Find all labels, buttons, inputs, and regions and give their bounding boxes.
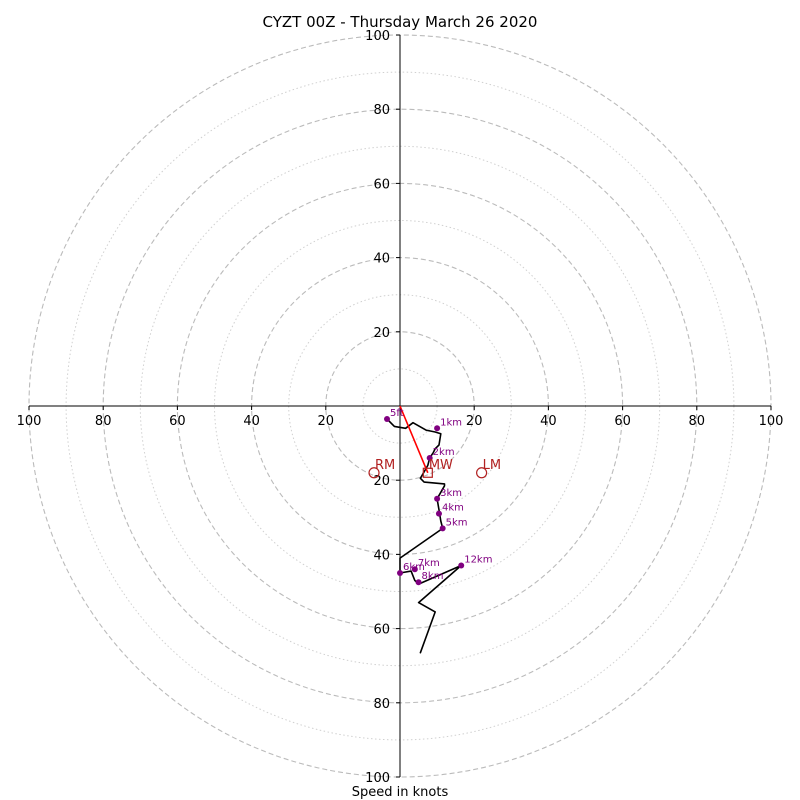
height-marker-dot	[435, 510, 442, 517]
height-markers: 5ft1km2km3km4km5km6km7km8km12km	[384, 408, 492, 586]
shear-vector	[399, 405, 429, 474]
height-marker-label: 5km	[446, 517, 468, 528]
height-marker-1km: 1km	[434, 417, 462, 432]
storm-motion-label: MW	[429, 458, 453, 473]
height-marker-label: 12km	[464, 555, 492, 566]
height-marker-dot	[434, 495, 441, 502]
height-marker-5ft: 5ft	[384, 408, 404, 422]
height-marker-dot	[434, 425, 441, 432]
height-marker-12km: 12km	[458, 555, 492, 569]
chart-title: CYZT 00Z - Thursday March 26 2020	[263, 13, 538, 31]
height-marker-7km: 7km	[411, 558, 440, 573]
hodograph-trace	[386, 418, 463, 654]
storm-motion-label: LM	[483, 458, 501, 473]
height-marker-dot	[415, 579, 422, 586]
height-marker-5km: 5km	[439, 517, 468, 532]
height-marker-2km: 2km	[426, 447, 455, 461]
y-tick-label: 100	[365, 29, 390, 44]
x-tick-label: 40	[243, 414, 260, 429]
storm-motion-label: RM	[375, 458, 395, 473]
x-tick-label: 80	[689, 414, 706, 429]
x-tick-label: 20	[466, 414, 483, 429]
x-tick-label: 100	[17, 414, 42, 429]
storm-motion-mw: MW	[422, 458, 453, 478]
storm-motion-marker	[476, 467, 488, 479]
y-tick-label: 60	[373, 177, 390, 192]
height-marker-3km: 3km	[434, 488, 462, 502]
storm-motion-marker	[422, 467, 433, 478]
y-tick-label: 80	[373, 697, 390, 712]
height-marker-label: 5ft	[390, 408, 404, 419]
x-tick-label: 60	[614, 414, 631, 429]
height-marker-label: 2km	[433, 447, 455, 458]
height-marker-label: 4km	[442, 503, 464, 514]
x-tick-label: 20	[318, 414, 335, 429]
height-marker-dot	[458, 562, 465, 569]
height-marker-dot	[426, 454, 433, 461]
x-tick-label: 80	[95, 414, 112, 429]
height-marker-8km: 8km	[415, 571, 444, 586]
y-tick-label: 20	[373, 326, 390, 341]
storm-motion-marker	[368, 467, 380, 479]
y-tick-label: 60	[373, 623, 390, 638]
x-tick-label: 60	[169, 414, 186, 429]
height-marker-label: 7km	[418, 558, 440, 569]
height-marker-4km: 4km	[435, 503, 464, 517]
x-axis-label: Speed in knots	[352, 785, 449, 800]
height-marker-label: 3km	[440, 488, 462, 499]
height-marker-dot	[397, 569, 403, 576]
y-tick-label: 40	[373, 548, 390, 563]
axis-ticks: 100 80 60 40 20 20 40 60 80 100 100 80 60 40 20 20 40 60 8…	[17, 29, 784, 786]
y-tick-label: 80	[373, 103, 390, 118]
height-marker-label: 8km	[422, 571, 444, 582]
storm-motion-markers: RM MW LM	[368, 458, 501, 479]
height-marker-dot	[384, 415, 391, 422]
x-tick-label: 40	[540, 414, 557, 429]
y-tick-label: 40	[373, 252, 390, 267]
storm-motion-lm: LM	[476, 458, 501, 479]
y-tick-label: 20	[373, 474, 390, 489]
height-marker-label: 1km	[440, 417, 462, 428]
height-marker-dot	[411, 566, 418, 573]
x-tick-label: 100	[759, 414, 784, 429]
height-marker-dot	[439, 525, 446, 532]
storm-motion-rm: RM	[368, 458, 395, 479]
hodograph-series	[386, 405, 463, 654]
y-tick-label: 100	[365, 771, 390, 786]
